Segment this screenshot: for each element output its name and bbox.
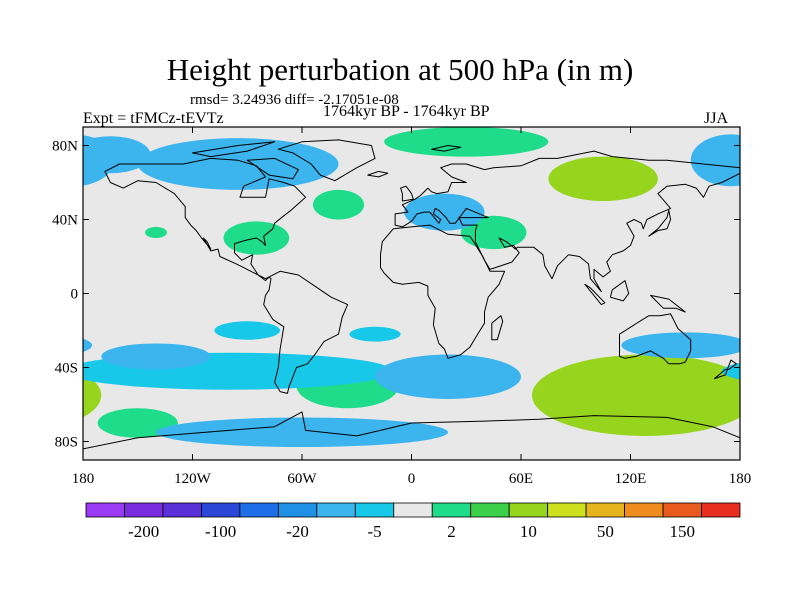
anomaly-australia-low [621,332,740,359]
colorbar-label: -5 [367,522,381,541]
coastline-south-america [263,270,349,394]
anomaly-s-pacific-band-low [721,362,740,380]
stats-text: rmsd= 3.24936 diff= -2.17051e-08 [190,92,399,108]
colorbar-swatch [277,502,318,518]
colorbar-label: -20 [286,522,309,541]
anomaly-south-indian-ocean-mid [531,354,740,436]
colorbar-swatch [316,502,356,518]
coastline-iceland [367,170,389,178]
coastline-north-america [104,157,307,282]
coastline-japan [648,209,672,237]
anomaly-europe-low [404,193,485,231]
coastline-svalbard [431,145,462,152]
colorbar-swatch [662,502,702,518]
anomaly-tropical-atlantic-low [349,326,401,342]
anomaly-n-pacific-small-high [145,226,167,238]
chart-title: Height perturbation at 500 hPa (in m) [166,52,634,87]
coastline-eurasia [394,150,740,293]
colorbar-swatch [393,502,433,518]
anomaly-field [83,127,740,448]
period-label: 1764kyr BP - 1764kyr BP [323,103,490,120]
coastline-new-guinea [650,294,686,313]
x-tick-label: 120E [615,471,647,487]
colorbar-swatch [162,502,202,518]
colorbar-swatch [508,502,549,518]
x-tick-label: 120W [174,471,212,487]
x-tick-label: 0 [408,471,416,487]
y-tick-label: 40N [52,213,78,229]
coastline-new-zealand [714,359,737,380]
anomaly-s-pacific-deep-low [101,343,211,370]
anomaly-antarctic-low [156,417,448,448]
colorbar-swatch [431,502,472,518]
coastline-baffin-island [246,157,299,180]
coastlines [83,139,740,460]
colorbar-swatch [201,502,241,518]
colorbar-swatch [624,502,664,518]
colorbar: -200 -100 -20 -5 2 10 50 150 [85,502,741,541]
coastline-greenland [277,139,376,182]
anomaly-tropical-pacific-low [214,321,281,340]
x-tick-label: 60E [509,471,533,487]
colorbar-swatch [547,502,587,518]
coastline-sumatra [584,283,606,306]
anomaly-s-atlantic-low [375,354,521,399]
x-tick-label: 180 [729,471,752,487]
anomaly-arctic-canada-low [137,138,339,190]
colorbar-label: 50 [597,522,614,541]
colorbar-swatch [585,502,625,518]
y-tick-label: 80S [55,435,78,451]
y-tick-label: 40S [55,361,78,377]
coastline-australia [619,313,692,365]
anomaly-middle-east-high [460,215,527,250]
colorbar-swatch [701,502,741,518]
colorbar-label: 10 [520,522,537,541]
season-label: JJA [704,110,729,127]
coastline-madagascar [491,315,504,341]
colorbar-swatch [470,502,510,518]
colorbar-swatch [239,502,279,518]
anomaly-south-indian-ocean-mid [83,373,102,418]
anomaly-australia-low [83,338,93,352]
colorbar-label: -100 [205,522,236,541]
x-tick-label: 180 [72,471,95,487]
experiment-label: Expt = tFMCz-tEVTz [83,110,224,127]
coastline-arctic-islands [192,141,276,158]
y-tick-label: 0 [71,287,79,303]
colorbar-swatch [124,502,164,518]
y-tick-label: 80N [52,139,78,155]
x-tick-label: 60W [287,471,317,487]
colorbar-label: 150 [670,522,696,541]
anomaly-ne-pacific-low [83,135,115,186]
anomaly-arctic-high [384,127,549,157]
colorbar-label: 2 [447,522,456,541]
anomaly-ne-pacific-low [690,134,740,187]
coastline-antarctica [83,411,740,460]
anomaly-siberia-high [548,156,658,201]
colorbar-swatch [354,502,395,518]
coastline-great-britain [400,185,414,202]
coastline-africa [380,224,506,359]
colorbar-swatch [85,502,125,518]
colorbar-label: -200 [128,522,159,541]
map-axes: 180 120W 60W 0 60E 120E 180 80N 40N 0 40S 80S [52,127,751,487]
coastline-indonesia-borneo [609,280,630,302]
anomaly-n-atlantic-high [312,189,365,220]
